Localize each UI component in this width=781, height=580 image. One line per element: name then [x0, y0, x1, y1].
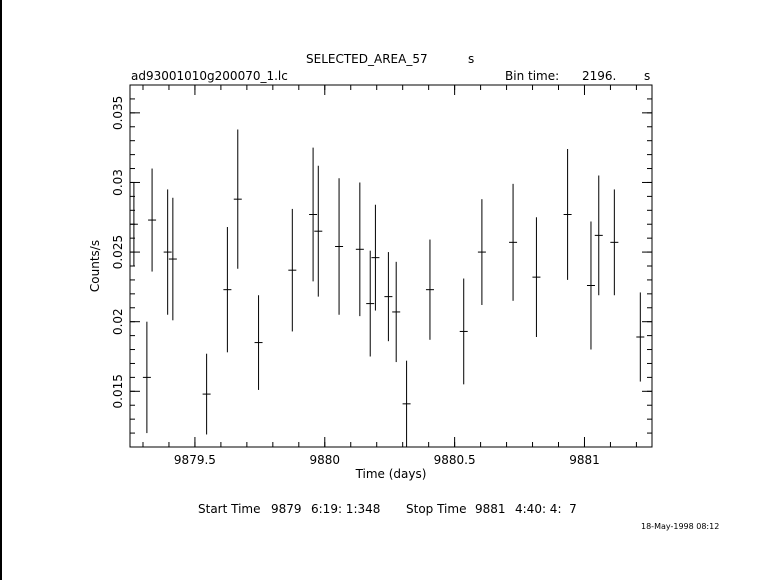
stop-time-day: 9881 — [475, 502, 506, 516]
left-border — [0, 0, 2, 580]
y-tick-label: 0.015 — [111, 374, 125, 408]
bin-time-unit: s — [644, 69, 651, 83]
start-time-day: 9879 — [271, 502, 302, 516]
y-tick-label: 0.035 — [111, 96, 125, 130]
y-tick-label: 0.02 — [111, 308, 125, 335]
start-time-label: Start Time — [198, 502, 261, 516]
plot-frame — [129, 84, 653, 448]
plot-timestamp: 18-May-1998 08:12 — [641, 522, 720, 531]
start-time-value: 6:19: 1:348 — [311, 502, 381, 516]
file-name: ad93001010g200070_1.lc — [131, 69, 288, 83]
chart-title: SELECTED_AREA_57 — [306, 52, 428, 66]
x-tick-label: 9880.5 — [434, 453, 476, 467]
stop-time-value: 4:40: 4: 7 — [515, 502, 577, 516]
bin-time-label: Bin time: — [505, 69, 560, 83]
x-tick-label: 9881 — [569, 453, 600, 467]
x-tick-label: 9879.5 — [174, 453, 216, 467]
chart-title-unit: s — [468, 52, 475, 66]
bin-time-value: 2196. — [582, 69, 617, 83]
x-axis-label: Time (days) — [355, 467, 427, 481]
y-tick-label: 0.03 — [111, 169, 125, 196]
y-axis-label: Counts/s — [88, 240, 102, 292]
y-tick-label: 0.025 — [111, 235, 125, 269]
x-tick-label: 9880 — [310, 453, 341, 467]
stop-time-label: Stop Time — [406, 502, 467, 516]
